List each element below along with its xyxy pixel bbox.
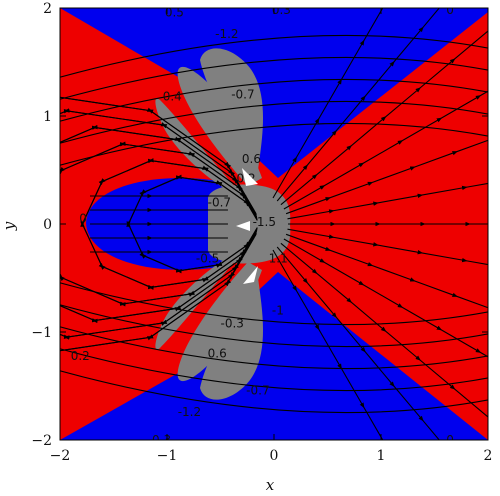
streamline — [60, 92, 257, 357]
streamline — [60, 348, 488, 392]
streamline — [60, 282, 488, 326]
streamline — [60, 122, 488, 166]
white-arrows — [236, 168, 258, 284]
streamline — [60, 100, 488, 144]
contour-label: -0.5 — [196, 252, 219, 266]
contour-label: 0.6 — [208, 347, 227, 361]
x-axis: −2 −1 0 1 2 — [50, 8, 493, 464]
x-tick-label: 1 — [377, 448, 386, 464]
y-axis-title: y — [0, 221, 18, 231]
streamline — [287, 228, 488, 270]
x-tick-label: 2 — [484, 448, 493, 464]
contour-label: 0.4 — [163, 90, 182, 104]
y-tick-label: −2 — [31, 433, 52, 449]
streamline — [272, 8, 387, 199]
y-tick-label: 0 — [43, 217, 52, 233]
contour-label: 1.1 — [269, 252, 288, 266]
contour-label: -1.5 — [253, 215, 276, 229]
streamline — [60, 326, 488, 370]
contour-label: 0 — [446, 3, 454, 17]
contour-label: 0.6 — [242, 152, 261, 166]
streamlines — [60, 8, 488, 440]
contour-label: -1.2 — [215, 27, 238, 41]
contour-label: -1 — [272, 303, 284, 317]
x-tick-label: −1 — [157, 448, 178, 464]
contour-label: -0.7 — [231, 87, 254, 101]
x-tick-label: −2 — [50, 448, 71, 464]
streamline — [60, 370, 488, 414]
contour-label: 0.3 — [152, 433, 171, 447]
y-tick-label: 1 — [43, 109, 52, 125]
contour-label: -0.3 — [221, 316, 244, 330]
contour-label: 0.3 — [272, 3, 291, 17]
contour-label: 0.5 — [165, 5, 184, 19]
x-tick-label: 0 — [270, 448, 279, 464]
y-tick-label: 2 — [43, 1, 52, 17]
streamline — [60, 56, 488, 100]
streamline — [60, 34, 488, 78]
plot-area: 0.5 0.3 0 -1.2 0.4 -0.7 0.6 0.2 -0.7 0 -1.5 -0.5 1.1… — [60, 3, 488, 447]
x-axis-title: x — [266, 476, 275, 494]
contour-labels: 0.5 0.3 0 -1.2 0.4 -0.7 0.6 0.2 -0.7 0 -1.5 -0.5 1.1… — [71, 3, 454, 447]
streamline — [60, 78, 488, 122]
contour-label: -0.7 — [246, 383, 269, 397]
streamline — [285, 233, 488, 313]
y-axis: −2 −1 0 1 2 — [31, 1, 488, 449]
contour-label: 0 — [446, 433, 454, 447]
white-arrow-lower — [243, 266, 258, 284]
contour-label: -0.7 — [208, 195, 231, 209]
streamline — [60, 304, 488, 348]
white-arrow-upper — [242, 168, 258, 186]
contour-label: 0.2 — [71, 349, 90, 363]
contour-label: -1.2 — [178, 405, 201, 419]
white-arrow-center — [236, 221, 250, 231]
y-tick-label: −1 — [31, 325, 52, 341]
contour-label: 0 — [79, 212, 87, 226]
